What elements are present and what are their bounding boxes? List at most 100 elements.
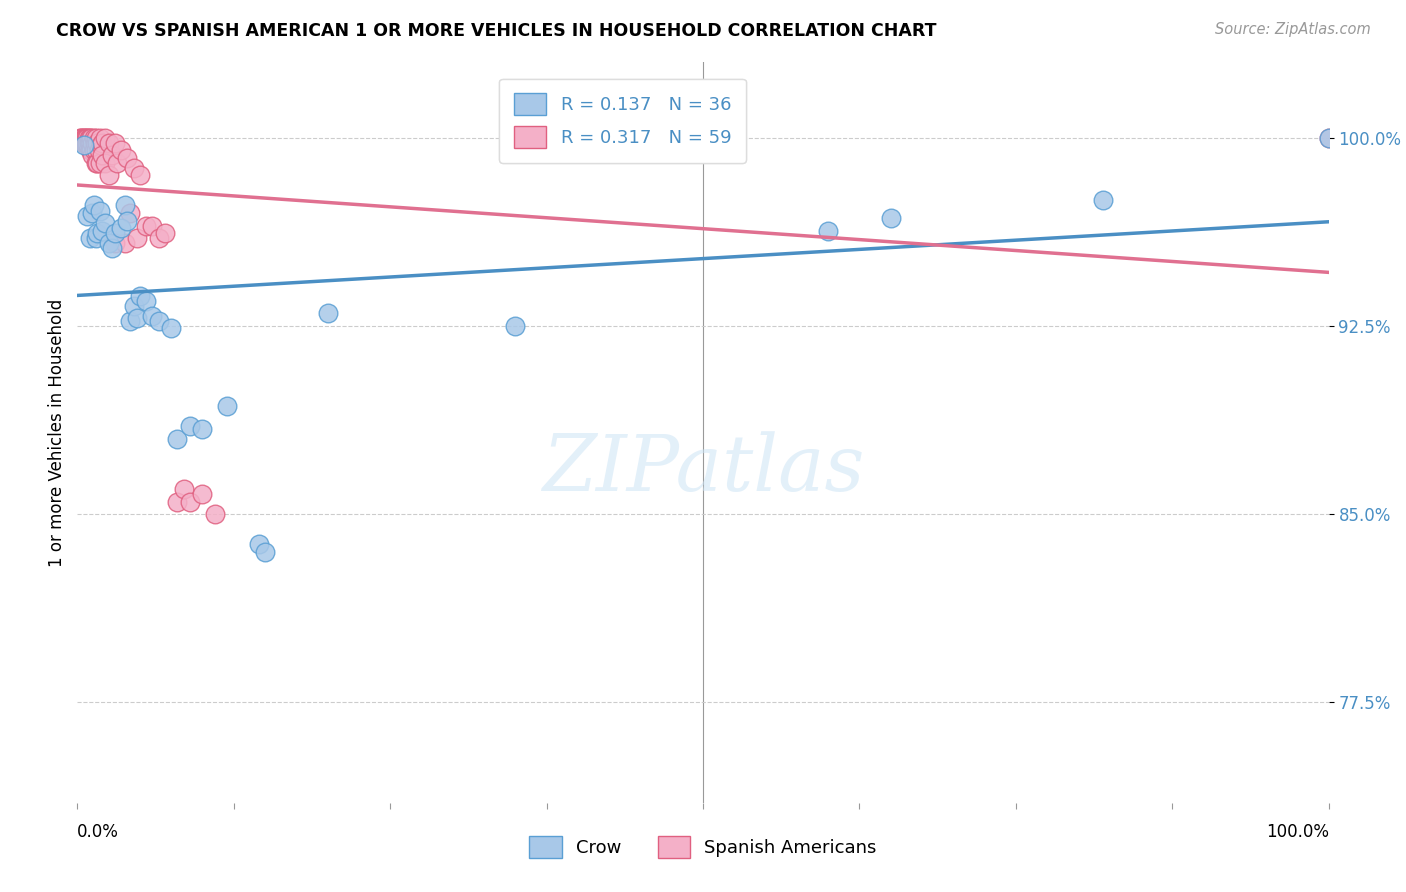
Point [173, 482, 195, 496]
Point [87, 143, 110, 157]
Point [101, 241, 124, 255]
Point [94, 156, 117, 170]
Point [84, 130, 107, 145]
Point [503, 318, 526, 333]
Point [179, 419, 201, 434]
Point [82, 206, 104, 220]
Point [84, 143, 107, 157]
Point [84, 231, 107, 245]
Point [204, 507, 226, 521]
Point [72, 138, 94, 153]
Point [77, 136, 100, 150]
Point [880, 211, 903, 225]
Point [191, 487, 214, 501]
Point [122, 161, 145, 175]
Point [83, 143, 105, 157]
Point [160, 321, 183, 335]
Point [72, 130, 94, 145]
Point [70, 130, 93, 145]
Point [104, 136, 127, 150]
Point [110, 221, 132, 235]
Point [97, 236, 120, 251]
Point [110, 143, 132, 157]
Point [82, 148, 104, 162]
Point [80, 143, 103, 157]
Point [94, 216, 117, 230]
Text: 100.0%: 100.0% [1265, 823, 1329, 841]
Point [135, 219, 157, 233]
Point [79, 130, 101, 145]
Text: 0.0%: 0.0% [77, 823, 120, 841]
Point [79, 231, 101, 245]
Point [89, 130, 111, 145]
Point [76, 209, 98, 223]
Text: ZIPatlas: ZIPatlas [541, 432, 865, 508]
Point [72, 136, 94, 150]
Point [179, 494, 201, 508]
Point [101, 148, 124, 162]
Point [127, 231, 149, 245]
Point [118, 206, 141, 220]
Point [86, 156, 108, 170]
Point [129, 289, 152, 303]
Point [91, 136, 114, 150]
Point [97, 136, 120, 150]
Point [79, 143, 101, 157]
Point [166, 494, 188, 508]
Point [89, 203, 111, 218]
Point [83, 130, 105, 145]
Point [80, 130, 103, 145]
Point [83, 198, 105, 212]
Legend: Crow, Spanish Americans: Crow, Spanish Americans [522, 829, 884, 865]
Point [122, 299, 145, 313]
Point [817, 224, 839, 238]
Point [1092, 194, 1115, 208]
Point [77, 130, 100, 145]
Point [114, 236, 136, 251]
Point [97, 169, 120, 183]
Point [86, 226, 108, 240]
Point [141, 309, 163, 323]
Text: Source: ZipAtlas.com: Source: ZipAtlas.com [1215, 22, 1371, 37]
Point [148, 231, 170, 245]
Point [76, 136, 98, 150]
Point [83, 136, 105, 150]
Point [86, 136, 108, 150]
Point [76, 130, 98, 145]
Point [90, 138, 112, 153]
Point [75, 136, 97, 150]
Point [253, 545, 276, 559]
Text: CROW VS SPANISH AMERICAN 1 OR MORE VEHICLES IN HOUSEHOLD CORRELATION CHART: CROW VS SPANISH AMERICAN 1 OR MORE VEHIC… [56, 22, 936, 40]
Point [91, 148, 114, 162]
Point [129, 169, 152, 183]
Point [75, 130, 97, 145]
Point [1317, 130, 1340, 145]
Point [247, 537, 270, 551]
Point [84, 156, 107, 170]
Point [141, 219, 163, 233]
Point [89, 156, 111, 170]
Point [79, 136, 101, 150]
Point [1317, 130, 1340, 145]
Point [316, 306, 339, 320]
Y-axis label: 1 or more Vehicles in Household: 1 or more Vehicles in Household [48, 299, 66, 566]
Point [148, 314, 170, 328]
Point [118, 314, 141, 328]
Point [94, 130, 117, 145]
Point [73, 130, 96, 145]
Point [127, 311, 149, 326]
Point [217, 399, 239, 413]
Point [73, 136, 96, 150]
Point [117, 213, 139, 227]
Point [114, 198, 136, 212]
Point [72, 130, 94, 145]
Point [105, 156, 128, 170]
Point [135, 293, 157, 308]
Point [69, 130, 91, 145]
Point [191, 422, 214, 436]
Point [104, 226, 127, 240]
Point [117, 151, 139, 165]
Legend: R = 0.137   N = 36, R = 0.317   N = 59: R = 0.137 N = 36, R = 0.317 N = 59 [499, 78, 745, 162]
Point [166, 432, 188, 446]
Point [153, 226, 176, 240]
